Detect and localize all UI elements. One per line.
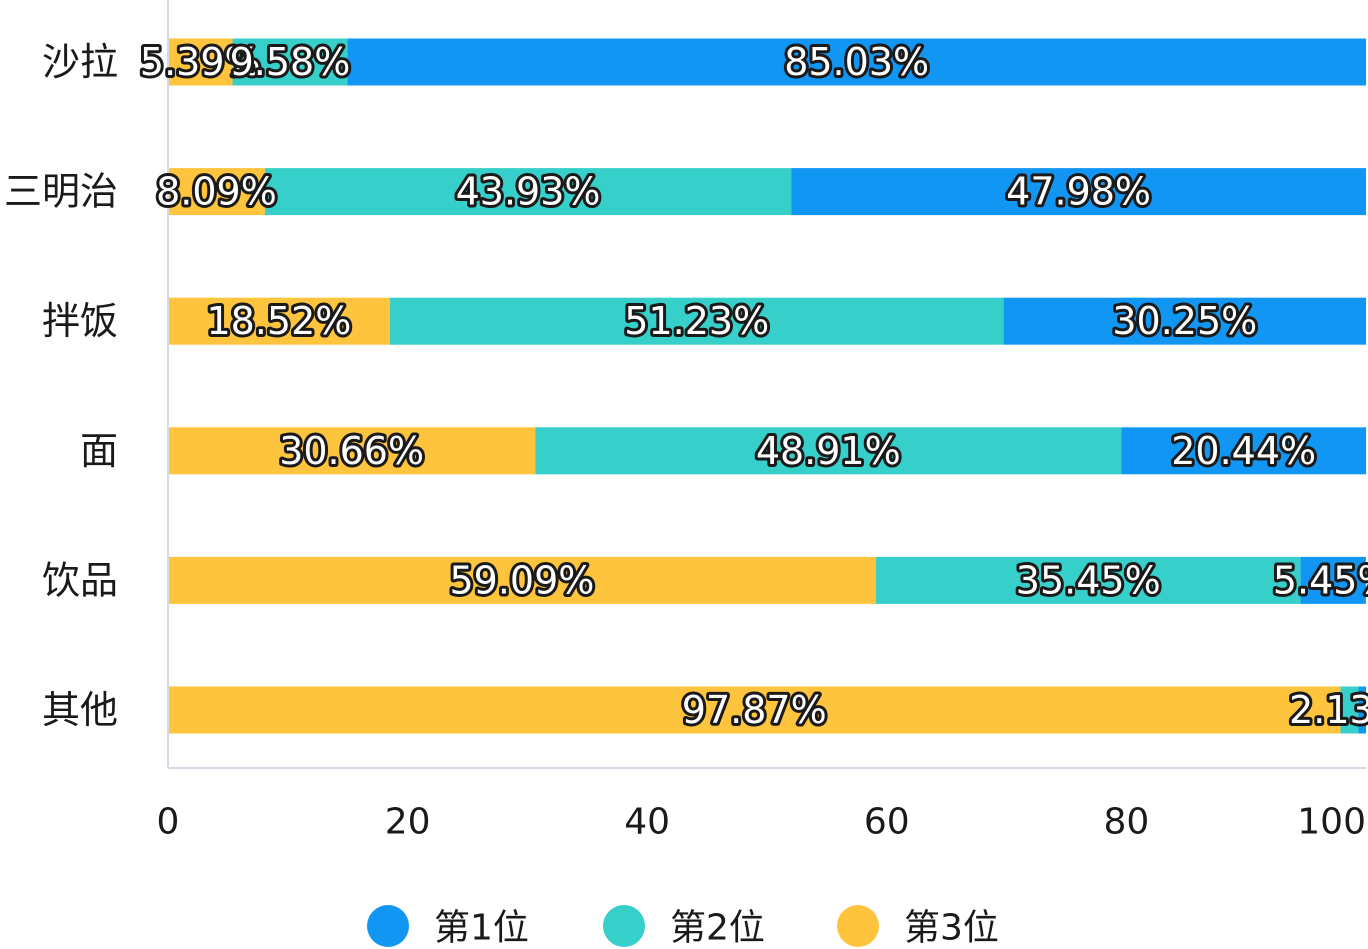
legend-item-label: 第3位: [904, 908, 999, 949]
x-tick-label: 0: [157, 802, 180, 843]
bar-segment: [264, 168, 792, 216]
bar-segment: [168, 168, 265, 216]
data-label: 30.25%: [1112, 299, 1257, 343]
data-labels-layer: 5.39%9.58% 85.03% 8.09% 43.93% 47.98% 18.52% 5…: [137, 37, 1368, 735]
data-label: 35.45%: [1016, 558, 1161, 602]
bar-segment: [1340, 686, 1359, 734]
x-tick-label: 80: [1103, 802, 1149, 843]
legend-item-label: 第2位: [670, 908, 765, 949]
data-label: 85.03%: [784, 40, 929, 84]
bar-segment: [1358, 686, 1366, 734]
bar-segment: [168, 556, 876, 604]
data-label: 43.93%: [456, 170, 601, 214]
bar-segment: [875, 556, 1301, 604]
data-label: 9.58%: [230, 40, 351, 84]
data-label: 97.87%: [682, 688, 827, 732]
bar-segment: [389, 297, 1004, 345]
bar-segment: [791, 168, 1366, 216]
bar-segment: [1121, 427, 1367, 475]
legend-marker: [603, 905, 645, 947]
bar-segment: [168, 297, 390, 345]
bar-segment: [347, 38, 1367, 86]
data-label: 20.44%: [1171, 429, 1316, 473]
category-label: 三明治: [4, 170, 118, 214]
legend: 第1位 第2位 第3位: [367, 905, 999, 949]
x-tick-label: 20: [385, 802, 431, 843]
data-label: 2.13%: [1289, 688, 1368, 732]
legend-marker: [837, 905, 879, 947]
x-tick-label: 60: [864, 802, 910, 843]
bar-segment: [1300, 556, 1366, 604]
data-label: 5.39%: [140, 40, 261, 84]
category-label: 沙拉: [42, 40, 118, 84]
category-label: 面: [80, 429, 118, 473]
data-label: 5.45%: [1273, 558, 1368, 602]
data-label: 8.09%: [156, 170, 277, 214]
bar-segment: [232, 38, 348, 86]
data-label: 48.91%: [756, 429, 901, 473]
x-tick-label: 40: [624, 802, 670, 843]
legend-item-label: 第1位: [434, 908, 529, 949]
bars-layer: [168, 38, 1367, 734]
category-label: 拌饭: [42, 299, 118, 343]
bar-segment: [168, 427, 536, 475]
x-tick-label: 100: [1297, 802, 1366, 843]
data-label: 30.66%: [279, 429, 424, 473]
data-label: 51.23%: [624, 299, 769, 343]
bar-segment: [168, 686, 1341, 734]
bar-segment: [1003, 297, 1366, 345]
data-label: 47.98%: [1006, 170, 1151, 214]
bar-segment: [168, 38, 233, 86]
data-label: 59.09%: [449, 558, 594, 602]
bar-segment: [535, 427, 1122, 475]
category-label: 饮品: [42, 558, 118, 602]
legend-marker: [367, 905, 409, 947]
data-label: 18.52%: [206, 299, 351, 343]
category-label: 其他: [42, 688, 118, 732]
